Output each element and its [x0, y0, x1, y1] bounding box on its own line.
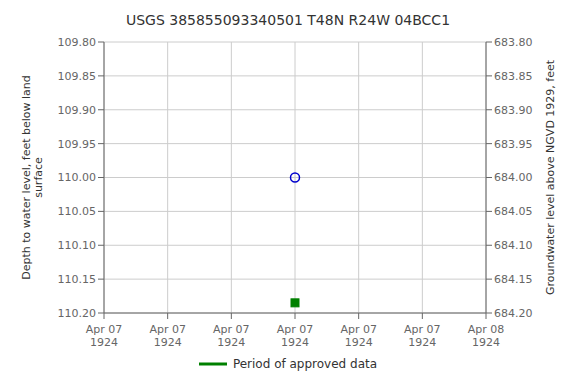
- svg-text:684.00: 684.00: [494, 171, 533, 184]
- svg-text:109.90: 109.90: [58, 104, 97, 117]
- html-text:USGS 385855093340501 T48N R24W: USGS 385855093340501 T48N R24W 04BCC1: [125, 12, 451, 28]
- svg-text:683.90: 683.90: [494, 104, 533, 117]
- svg-text:109.85: 109.85: [58, 70, 97, 83]
- svg-text:Apr 071924: Apr 071924: [86, 323, 123, 349]
- svg-text:Apr 071924: Apr 071924: [149, 323, 186, 349]
- svg-text:Apr 071924: Apr 071924: [277, 323, 314, 349]
- svg-text:Apr 071924: Apr 071924: [213, 323, 250, 349]
- svg-text:684.20: 684.20: [494, 307, 533, 320]
- svg-text:110.10: 110.10: [58, 239, 97, 252]
- svg-text:Apr 081924: Apr 081924: [468, 323, 505, 349]
- svg-text:110.20: 110.20: [58, 307, 97, 320]
- html-text:Period of approved data: Period of approved data: [232, 357, 378, 371]
- svg-text:109.95: 109.95: [58, 138, 97, 151]
- svg-text:Apr 071924: Apr 071924: [404, 323, 441, 349]
- svg-text:Groundwater level above NGVD 1: Groundwater level above NGVD 1929, feet: [544, 59, 557, 295]
- svg-text:684.10: 684.10: [494, 239, 533, 252]
- svg-text:Apr 071924: Apr 071924: [340, 323, 377, 349]
- svg-text:110.15: 110.15: [58, 273, 97, 286]
- svg-text:684.05: 684.05: [494, 205, 533, 218]
- svg-text:683.80: 683.80: [494, 36, 533, 49]
- svg-text:110.00: 110.00: [58, 171, 97, 184]
- svg-text:Depth to water level, feet bel: Depth to water level, feet below landsur…: [20, 75, 45, 280]
- svg-text:683.85: 683.85: [494, 70, 533, 83]
- svg-text:109.80: 109.80: [58, 36, 97, 49]
- svg-text:683.95: 683.95: [494, 138, 533, 151]
- svg-text:684.15: 684.15: [494, 273, 533, 286]
- svg-text:110.05: 110.05: [58, 205, 97, 218]
